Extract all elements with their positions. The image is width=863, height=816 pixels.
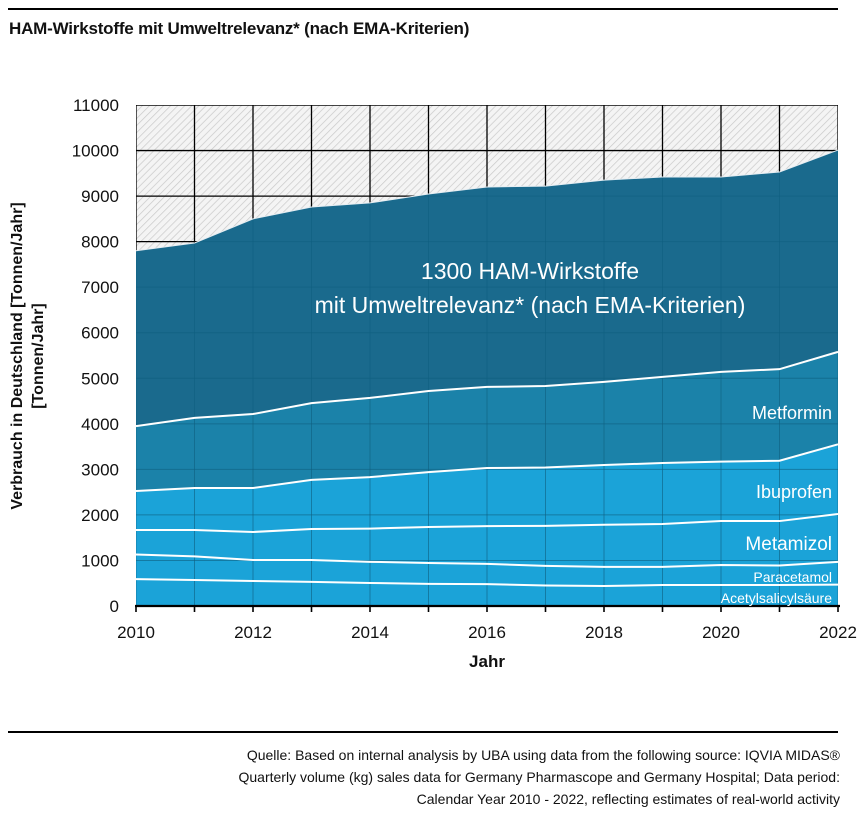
y-tick-label: 3000 <box>81 460 119 479</box>
series-label-metformin: Metformin <box>752 403 832 423</box>
y-tick-label: 7000 <box>81 278 119 297</box>
bottom-rule <box>8 731 838 733</box>
y-tick-label: 0 <box>110 597 119 616</box>
series-line-paracetamol <box>135 553 839 568</box>
series-line-metamizol <box>136 513 839 533</box>
y-tick-label: 6000 <box>81 324 119 343</box>
x-tick-label: 2010 <box>117 623 155 642</box>
y-tick-label: 1000 <box>81 551 119 570</box>
total-edge-line <box>135 149 839 252</box>
x-tick-label: 2016 <box>468 623 506 642</box>
chart-title: HAM-Wirkstoffe mit Umweltrelevanz* (nach… <box>9 19 470 38</box>
y-tick-label: 10000 <box>72 142 119 161</box>
series-label-ibuprofen: Ibuprofen <box>756 482 832 502</box>
x-tick-label: 2022 <box>819 623 857 642</box>
y-tick-label: 8000 <box>81 233 119 252</box>
series-line-acetylsalicylsäure <box>135 578 839 587</box>
y-axis-label-line: Verbrauch in Deutschland [Tonnen/Jahr] <box>9 202 26 509</box>
x-axis-label: Jahr <box>469 652 505 671</box>
source-line: Calendar Year 2010 - 2022, reflecting es… <box>416 791 840 807</box>
series-line-ibuprofen <box>135 443 839 492</box>
y-tick-label: 2000 <box>81 506 119 525</box>
series-label-metamizol: Metamizol <box>745 534 832 555</box>
top-rule <box>8 8 838 10</box>
y-tick-label: 4000 <box>81 415 119 434</box>
main-annotation-line: mit Umweltrelevanz* (nach EMA-Kriterien) <box>315 292 746 318</box>
x-tick-label: 2020 <box>702 623 740 642</box>
series-label-acetylsalicylsäure: Acetylsalicylsäure <box>721 590 832 606</box>
x-tick-label: 2012 <box>234 623 272 642</box>
y-axis-label: Verbrauch in Deutschland [Tonnen/Jahr] [T… <box>9 202 47 509</box>
y-tick-label: 9000 <box>81 187 119 206</box>
x-tick-label: 2018 <box>585 623 623 642</box>
stacked-area-chart: 0 1000 2000 3000 4000 5000 6000 7000 8000 9000 100… <box>9 96 857 671</box>
source-note: Quelle: Based on internal analysis by UB… <box>239 744 841 810</box>
y-tick-label: 5000 <box>81 369 119 388</box>
series-label-paracetamol: Paracetamol <box>753 569 832 585</box>
main-annotation-line: 1300 HAM-Wirkstoffe <box>421 258 639 284</box>
x-tick-label: 2014 <box>351 623 389 642</box>
y-tick-label: 11000 <box>73 96 119 115</box>
series-line-metformin <box>135 350 839 428</box>
y-axis-label-line: [Tonnen/Jahr] <box>30 303 47 408</box>
source-line: Quelle: Based on internal analysis by UB… <box>246 747 840 763</box>
source-line: Quarterly volume (kg) sales data for Ger… <box>238 769 841 785</box>
